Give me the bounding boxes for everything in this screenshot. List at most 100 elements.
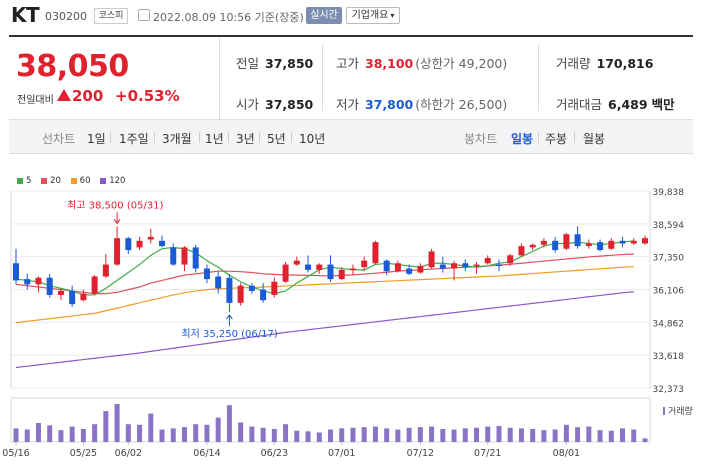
volume-bar — [563, 424, 569, 442]
candle-body — [136, 240, 143, 248]
volume-bar — [474, 427, 480, 442]
volume-bar — [620, 428, 626, 442]
ma5-line — [15, 240, 634, 296]
candle-body — [361, 260, 368, 268]
candle-body — [574, 234, 581, 247]
price-summary: 38,050 전일대비 200 +0.53% — [9, 37, 220, 120]
up-triangle-icon — [57, 89, 71, 101]
candle-body — [293, 260, 300, 265]
candle-body — [417, 265, 424, 273]
divider — [322, 45, 323, 111]
candle-body — [608, 240, 615, 249]
volume-value: 170,816 — [596, 56, 654, 71]
candle-body — [102, 264, 109, 277]
tab-5y[interactable]: 5년 — [267, 132, 286, 146]
volume-bar — [642, 438, 648, 442]
y-tick-label: 39,838 — [653, 188, 685, 198]
change-label: 전일대비 — [17, 95, 54, 106]
volume-bar — [518, 428, 524, 442]
volume-bar — [271, 428, 277, 442]
legend-ma120[interactable]: 120 — [100, 176, 125, 186]
tab-separator — [291, 132, 292, 143]
ma60-line — [15, 266, 634, 324]
candle-body — [305, 264, 312, 270]
divider — [538, 45, 539, 111]
tab-1y[interactable]: 1년 — [205, 132, 224, 146]
volume-bar — [294, 430, 300, 442]
upper-limit: (상한가 49,200) — [415, 56, 508, 71]
price-change-pct: +0.53% — [115, 87, 180, 105]
corp-info-dropdown[interactable]: 기업개요 ▾ — [346, 7, 400, 24]
legend-label: 5 — [26, 176, 32, 186]
candle-body — [271, 281, 278, 295]
tab-10y[interactable]: 10년 — [299, 132, 326, 146]
tab-3m[interactable]: 3개월 — [162, 132, 192, 146]
volume-bar — [159, 429, 165, 442]
ma120-line — [15, 291, 634, 369]
tab-3y[interactable]: 3년 — [236, 132, 255, 146]
volume-bar — [328, 429, 333, 442]
prev-close: 전일 37,850 — [236, 53, 313, 72]
high-value: 38,100 — [365, 56, 414, 71]
candle-body — [327, 264, 334, 280]
tab-separator — [110, 132, 111, 143]
y-tick-label: 38,594 — [653, 221, 685, 231]
corp-info-label: 기업개요 — [351, 10, 389, 21]
candle-body — [35, 277, 42, 285]
tab-monthly[interactable]: 월봉 — [583, 132, 606, 146]
high: 고가 38,100 (상한가 49,200) — [336, 53, 507, 72]
volume-bar — [69, 426, 75, 442]
legend-ma60[interactable]: 60 — [70, 176, 90, 186]
price-change: 200 — [72, 87, 104, 105]
header-divider — [9, 35, 693, 37]
tab-separator — [538, 132, 539, 143]
volume-bar — [114, 404, 120, 442]
candle-body — [338, 269, 345, 280]
volume-bar — [137, 424, 143, 442]
candle-body — [114, 238, 121, 265]
candle-body — [260, 289, 267, 301]
legend-swatch — [70, 177, 77, 184]
legend-ma5[interactable]: 5 — [17, 176, 31, 186]
volume-bar — [204, 424, 210, 442]
candle-body — [192, 247, 199, 269]
volume-bar — [597, 430, 603, 442]
candle-body — [473, 264, 480, 267]
tab-weekly[interactable]: 주봉 — [545, 132, 568, 146]
tab-1d[interactable]: 1일 — [87, 132, 106, 146]
candle-body — [495, 264, 502, 267]
tab-daily[interactable]: 일봉 — [511, 132, 534, 146]
volume-bar — [429, 426, 435, 442]
volume-bar — [181, 427, 187, 442]
low-value: 37,800 — [365, 97, 414, 112]
candle-body — [248, 285, 255, 291]
volume-bar — [170, 428, 176, 442]
tab-separator — [574, 132, 575, 143]
candle-body — [57, 290, 64, 295]
candle-body — [529, 244, 536, 248]
candle-body — [170, 247, 177, 265]
volume-bar — [350, 427, 356, 442]
candle-body — [428, 251, 435, 268]
chart-period-tabs: 선차트 1일 1주일 3개월 1년 3년 5년 10년 봉차트 일봉 주봉 월봉 — [9, 120, 693, 154]
volume-bar — [372, 426, 378, 442]
candle-body — [642, 238, 648, 244]
volume-bar — [384, 428, 390, 442]
candle-body — [69, 290, 76, 305]
realtime-button[interactable]: 실시간 — [306, 7, 342, 24]
stock-header: KT 030200 코스피 2022.08.09 10:56 기준(장중) 실시… — [0, 0, 703, 32]
candle-body — [630, 240, 637, 244]
stock-chart[interactable]: 최고 38,500 (05/31) 최저 35,250 (06/17) 39,83… — [0, 170, 703, 467]
tab-1w[interactable]: 1주일 — [119, 132, 149, 146]
x-tick-label: 05/25 — [70, 448, 97, 459]
x-tick-label: 08/01 — [553, 448, 580, 459]
candle-body — [237, 285, 244, 303]
candle-body — [46, 277, 53, 295]
candle-body — [540, 240, 547, 245]
volume-label: 거래량 — [556, 56, 591, 71]
volume-bar — [125, 424, 131, 442]
legend-ma20[interactable]: 20 — [41, 176, 61, 186]
prev-close-value: 37,850 — [265, 56, 314, 71]
candle-body — [462, 263, 469, 268]
high-annotation: 최고 38,500 (05/31) — [67, 199, 163, 211]
